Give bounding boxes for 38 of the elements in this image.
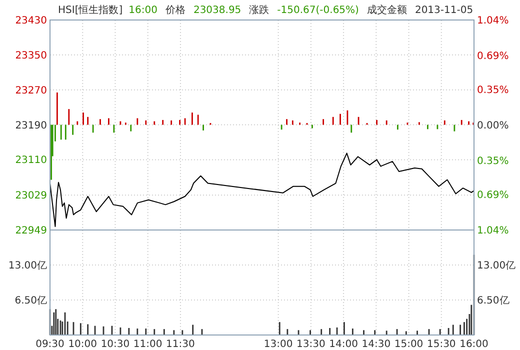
y-tick-label: 22949 — [15, 226, 47, 236]
text: 涨跌 — [249, 4, 270, 16]
y-tick-label: 23430 — [15, 16, 47, 26]
x-tick-label: 13:00 — [264, 339, 293, 350]
text: 成交金额 — [366, 4, 407, 16]
y-tick-label: 23110 — [15, 155, 47, 166]
text: 价格 — [164, 4, 186, 16]
y2-tick-label: 0.69% — [477, 190, 509, 202]
text: 2013-11-05 — [414, 5, 474, 16]
chart-title: HSI[恒生指数] — [58, 4, 123, 16]
y-tick-label: 23190 — [15, 120, 47, 132]
y2-tick-label: 0.35% — [477, 85, 509, 96]
y2-tick-label: 0.00% — [477, 120, 509, 132]
x-tick-label: 14:00 — [329, 339, 358, 350]
y2-tick-label: 0.69% — [477, 50, 509, 62]
y2-tick-label: 1.04% — [477, 226, 509, 236]
y2-tick-label: 0.35% — [477, 156, 509, 167]
y-tick-label: 23270 — [15, 85, 47, 96]
x-tick-label: 10:00 — [68, 339, 98, 350]
x-tick-label: 11:30 — [166, 339, 195, 350]
x-tick-label: 09:30 — [36, 339, 64, 350]
y2-tick-label: 13.00亿 — [477, 260, 516, 272]
x-tick-label: 10:30 — [100, 339, 130, 350]
y-tick-label: 13.00亿 — [8, 260, 47, 272]
y2-tick-label: 1.04% — [477, 16, 509, 26]
y-tick-label: 23029 — [15, 190, 47, 202]
x-tick-label: 16:00 — [460, 339, 488, 350]
x-tick-label: 15:30 — [426, 339, 456, 350]
text: 16:00 — [128, 5, 158, 16]
text: -150.67(-0.65%) — [277, 5, 360, 16]
x-tick-label: 11:00 — [133, 339, 162, 350]
x-tick-label: 15:00 — [394, 339, 424, 350]
text: 23038.95 — [193, 5, 242, 16]
y-tick-label: 23350 — [15, 50, 47, 62]
x-tick-label: 13:30 — [296, 339, 326, 350]
y-tick-label: 6.50亿 — [14, 296, 47, 306]
x-tick-label: 14:30 — [362, 339, 391, 350]
y2-tick-label: 6.50亿 — [477, 296, 510, 306]
